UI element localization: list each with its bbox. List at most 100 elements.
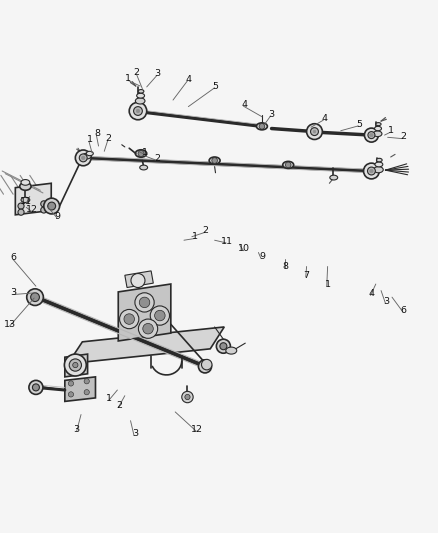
Text: 12: 12 [191, 425, 203, 434]
Text: 11: 11 [20, 197, 32, 206]
Text: 9: 9 [55, 212, 61, 221]
Circle shape [84, 390, 89, 395]
Circle shape [220, 343, 227, 350]
Text: 3: 3 [268, 110, 275, 118]
Circle shape [138, 319, 158, 338]
Text: 3: 3 [74, 425, 80, 434]
Circle shape [73, 362, 78, 368]
Ellipse shape [137, 93, 145, 98]
Text: 6: 6 [401, 306, 407, 315]
Circle shape [129, 102, 147, 120]
Polygon shape [118, 284, 171, 341]
Circle shape [143, 324, 153, 334]
Ellipse shape [138, 90, 144, 93]
Text: 5: 5 [356, 119, 362, 128]
Text: 4: 4 [368, 289, 374, 298]
Circle shape [27, 289, 43, 305]
Circle shape [32, 384, 39, 391]
Polygon shape [65, 377, 95, 401]
Circle shape [31, 293, 39, 302]
Ellipse shape [375, 162, 383, 167]
Ellipse shape [226, 347, 237, 354]
Ellipse shape [82, 154, 91, 159]
Circle shape [41, 201, 47, 207]
Ellipse shape [209, 157, 220, 164]
Ellipse shape [330, 175, 338, 180]
Circle shape [367, 167, 375, 175]
Ellipse shape [135, 150, 147, 157]
Text: 8: 8 [94, 129, 100, 138]
Ellipse shape [86, 151, 93, 156]
Circle shape [313, 130, 316, 133]
Text: 9: 9 [259, 252, 265, 261]
Text: 2: 2 [106, 134, 112, 143]
Ellipse shape [374, 126, 381, 131]
Circle shape [139, 297, 150, 308]
Circle shape [69, 359, 81, 371]
Circle shape [29, 381, 43, 394]
Circle shape [48, 202, 56, 210]
Polygon shape [68, 327, 224, 364]
Circle shape [150, 306, 170, 325]
Circle shape [311, 128, 318, 135]
Text: 11: 11 [221, 237, 233, 246]
Text: 12: 12 [25, 205, 38, 214]
Circle shape [364, 128, 378, 142]
Circle shape [370, 133, 373, 137]
Circle shape [201, 359, 212, 370]
Circle shape [198, 360, 212, 373]
Text: 10: 10 [238, 245, 251, 254]
Ellipse shape [135, 98, 145, 104]
Ellipse shape [20, 182, 31, 190]
Ellipse shape [21, 197, 30, 203]
Circle shape [41, 207, 47, 213]
Text: 3: 3 [132, 429, 138, 438]
Text: 2: 2 [116, 401, 122, 410]
Circle shape [120, 310, 139, 329]
Ellipse shape [376, 158, 382, 162]
Polygon shape [125, 271, 153, 287]
Text: 1: 1 [192, 232, 198, 241]
Text: 3: 3 [383, 297, 389, 306]
Ellipse shape [373, 131, 382, 136]
Circle shape [68, 381, 74, 386]
Text: 1: 1 [106, 394, 112, 403]
Ellipse shape [140, 165, 148, 170]
Circle shape [64, 354, 86, 376]
Circle shape [182, 391, 193, 403]
Circle shape [135, 293, 154, 312]
Text: 13: 13 [4, 320, 16, 329]
Ellipse shape [374, 167, 383, 173]
Text: 3: 3 [155, 69, 161, 78]
Text: 5: 5 [212, 82, 219, 91]
Circle shape [124, 314, 134, 324]
Circle shape [364, 163, 379, 179]
Circle shape [18, 209, 24, 215]
Circle shape [212, 158, 217, 163]
Circle shape [259, 124, 265, 129]
Circle shape [79, 154, 87, 162]
Circle shape [185, 394, 190, 400]
Circle shape [155, 310, 165, 321]
Circle shape [81, 156, 85, 159]
Circle shape [18, 203, 24, 209]
Ellipse shape [256, 123, 267, 130]
Circle shape [75, 150, 91, 166]
Text: 1: 1 [388, 126, 394, 135]
Ellipse shape [376, 123, 381, 126]
Text: 6: 6 [10, 253, 16, 262]
Text: 4: 4 [321, 114, 327, 123]
Text: 1: 1 [142, 148, 148, 157]
Text: 4: 4 [241, 100, 247, 109]
Text: 8: 8 [283, 262, 289, 271]
Circle shape [84, 378, 89, 384]
Circle shape [307, 124, 322, 140]
Circle shape [44, 198, 60, 214]
Text: 3: 3 [10, 288, 16, 297]
Text: 1: 1 [87, 135, 93, 144]
Text: 2: 2 [134, 68, 140, 77]
Polygon shape [15, 183, 51, 215]
Circle shape [131, 273, 145, 287]
Polygon shape [65, 354, 88, 377]
Circle shape [286, 162, 291, 168]
